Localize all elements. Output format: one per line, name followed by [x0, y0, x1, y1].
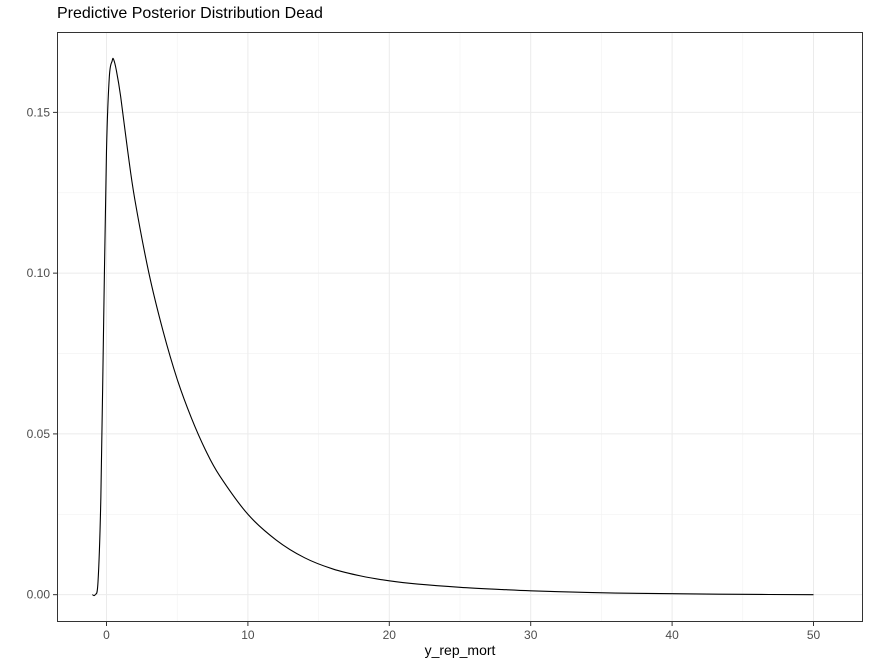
y-tick-label: 0.10 [27, 266, 51, 280]
y-tick-label: 0.15 [27, 105, 51, 119]
x-axis-title: y_rep_mort [425, 642, 496, 658]
x-tick-label: 20 [383, 628, 397, 642]
x-tick-label: 40 [665, 628, 679, 642]
density-line [92, 57, 814, 597]
x-tick-label: 0 [103, 628, 110, 642]
x-tick-label: 30 [524, 628, 538, 642]
y-axis: 0.00 0.05 0.10 0.15 [27, 105, 57, 602]
plot-panel-border [57, 32, 863, 622]
y-tick-label: 0.00 [27, 588, 51, 602]
x-tick-label: 10 [241, 628, 255, 642]
y-tick-label: 0.05 [27, 427, 51, 441]
chart-title: Predictive Posterior Distribution Dead [57, 5, 323, 22]
x-tick-label: 50 [807, 628, 821, 642]
x-axis: 0 10 20 30 40 50 [103, 622, 821, 642]
